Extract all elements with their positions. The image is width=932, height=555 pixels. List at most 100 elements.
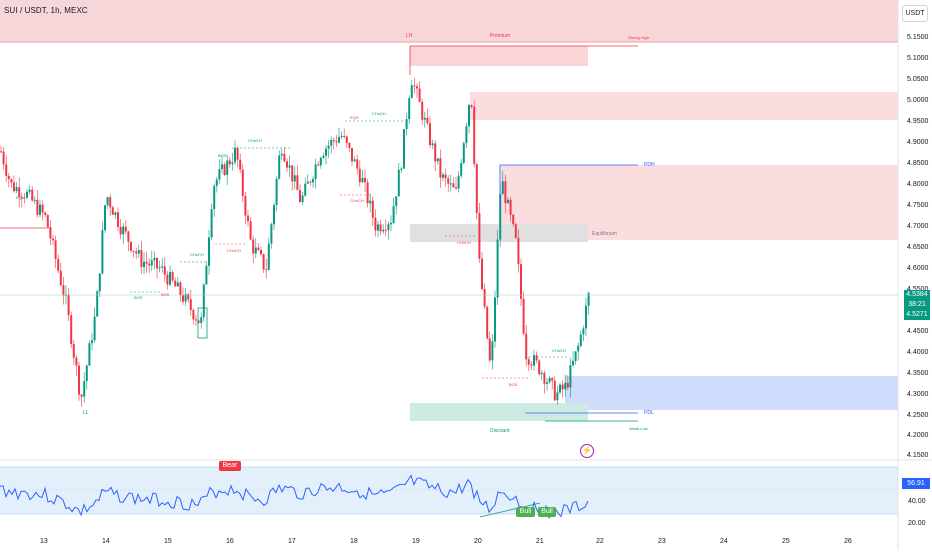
candle <box>98 273 101 292</box>
candle <box>382 229 385 232</box>
candle <box>127 231 130 242</box>
candle <box>106 197 109 206</box>
candle <box>226 160 229 176</box>
time-tick: 18 <box>350 538 358 545</box>
candle <box>309 181 312 183</box>
candle <box>405 119 408 130</box>
candle <box>293 175 296 182</box>
candle <box>548 377 551 383</box>
candle <box>28 189 31 192</box>
choch-label: CHoCH <box>248 138 262 143</box>
candle <box>377 224 379 231</box>
candle <box>288 165 291 168</box>
candle <box>148 263 151 266</box>
candle <box>20 197 23 199</box>
candle <box>0 151 2 153</box>
candle <box>252 239 255 254</box>
candle <box>574 351 577 362</box>
candle <box>52 238 54 241</box>
currency-selector[interactable]: USDT <box>902 5 928 22</box>
price-tick: 4.4000 <box>907 349 929 356</box>
ll-label: LL <box>83 410 89 416</box>
candle <box>483 288 486 307</box>
time-tick: 15 <box>164 538 172 545</box>
candle <box>384 229 387 231</box>
candle <box>166 274 169 285</box>
time-axis[interactable]: 13 14 15 16 17 18 19 20 21 22 23 24 25 2… <box>0 532 932 550</box>
candle <box>543 372 546 384</box>
price-tick: 4.6000 <box>907 265 929 272</box>
price-tick: 5.0000 <box>907 97 929 104</box>
candle <box>223 164 226 176</box>
candle <box>54 240 57 259</box>
candle <box>161 266 164 268</box>
candle <box>280 153 283 156</box>
discount-label: Discount <box>490 428 510 434</box>
time-tick: 26 <box>844 538 852 545</box>
candle <box>179 282 182 296</box>
time-tick: 16 <box>226 538 234 545</box>
candle <box>176 282 179 287</box>
time-tick: 23 <box>658 538 666 545</box>
candle <box>273 205 275 225</box>
candle <box>169 272 171 285</box>
supply-zone <box>410 46 588 66</box>
price-tick: 5.1500 <box>907 34 929 41</box>
candle <box>210 209 213 238</box>
candle <box>119 226 122 235</box>
candle <box>205 265 208 285</box>
time-tick: 24 <box>720 538 728 545</box>
price-tick: 5.1000 <box>907 55 929 62</box>
demand-zone <box>565 376 898 410</box>
candle <box>512 214 515 225</box>
candle <box>392 206 395 223</box>
candle <box>247 215 249 222</box>
bos-label: BOS <box>509 382 518 387</box>
candle <box>215 179 218 186</box>
candle <box>130 241 132 251</box>
candle <box>416 86 418 89</box>
lightning-icon[interactable]: ⚡ <box>580 444 594 458</box>
candle <box>540 372 543 375</box>
candle <box>317 164 320 166</box>
candle <box>44 212 47 216</box>
price-axis[interactable]: 5.1500 5.1000 5.0500 5.0000 4.9500 4.900… <box>898 0 932 459</box>
candle <box>566 382 569 388</box>
candle <box>520 264 522 299</box>
candle <box>150 260 153 266</box>
candle <box>356 159 359 169</box>
price-tick: 4.7500 <box>907 202 929 209</box>
candle <box>187 294 190 300</box>
candle <box>551 377 554 381</box>
candle <box>533 355 535 366</box>
candle <box>39 204 41 215</box>
candle <box>559 384 561 393</box>
candle <box>49 226 52 239</box>
candle <box>421 101 424 120</box>
candle <box>262 254 265 270</box>
candle <box>442 174 444 178</box>
candle <box>481 258 483 289</box>
candle <box>33 199 36 201</box>
candle <box>137 250 140 254</box>
candle <box>582 328 585 335</box>
choch-label: CHoCH <box>350 198 364 203</box>
price-tick: 4.9000 <box>907 139 929 146</box>
candle <box>517 237 520 265</box>
time-tick: 25 <box>782 538 790 545</box>
candle <box>13 182 15 192</box>
candle <box>504 181 507 204</box>
eql-label: EQL <box>16 195 25 200</box>
candle <box>366 182 369 204</box>
candle <box>171 272 174 281</box>
rsi-tick: 40.00 <box>908 498 926 505</box>
candle <box>338 136 340 143</box>
equilibrium-label: Equilibrium <box>592 231 617 237</box>
candle <box>327 145 330 149</box>
bar-countdown: 38:21 <box>908 301 926 308</box>
choch-label: CHoCH <box>227 248 241 253</box>
candle <box>62 285 65 296</box>
candle <box>46 215 49 227</box>
